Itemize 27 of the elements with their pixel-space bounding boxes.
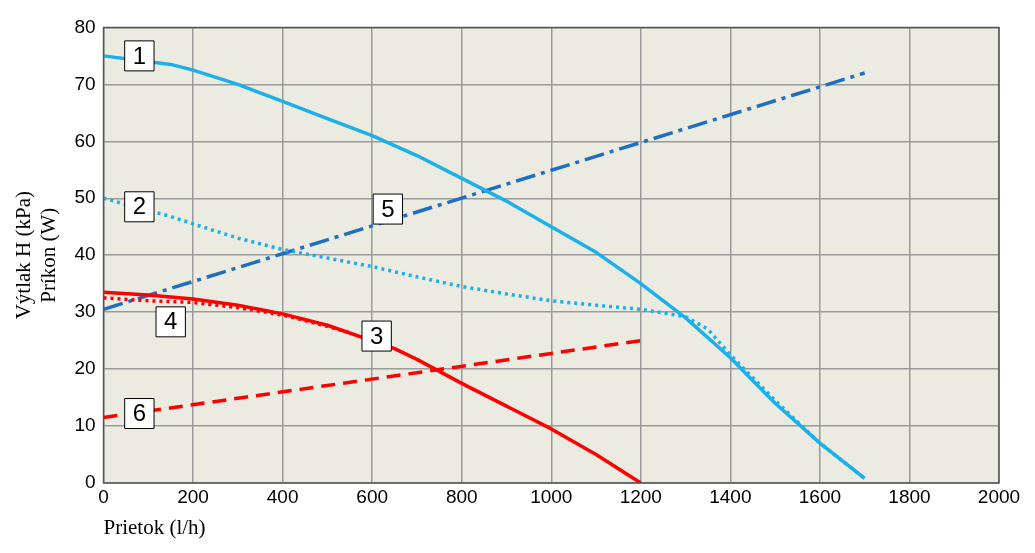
y-tick-label: 60 bbox=[74, 129, 96, 151]
y-tick-label: 20 bbox=[74, 357, 96, 379]
x-axis-title: Prietok (l/h) bbox=[103, 514, 206, 539]
y-tick-label: 80 bbox=[74, 15, 96, 37]
x-tick-label: 1000 bbox=[530, 485, 573, 507]
x-tick-label: 800 bbox=[445, 485, 478, 507]
y-tick-label: 50 bbox=[74, 186, 96, 208]
x-tick-label: 2000 bbox=[977, 485, 1021, 507]
x-tick-label: 400 bbox=[266, 485, 299, 507]
y-tick-label: 10 bbox=[74, 414, 96, 436]
annotation: 5 bbox=[381, 194, 395, 222]
annotation: 3 bbox=[369, 321, 384, 349]
x-tick-label: 1200 bbox=[619, 485, 662, 507]
x-tick-label: 1600 bbox=[798, 485, 842, 507]
y-tick-label: 0 bbox=[84, 471, 96, 493]
x-tick-label: 200 bbox=[177, 485, 209, 507]
y-axis-title: Výtlak H (kPa) Príkon (W) bbox=[11, 191, 61, 320]
x-tick-label: 1800 bbox=[888, 485, 931, 507]
annotation: 4 bbox=[164, 307, 178, 335]
annotation: 1 bbox=[132, 41, 147, 69]
annotation: 2 bbox=[132, 192, 147, 220]
y-tick-label: 70 bbox=[74, 72, 96, 94]
x-tick-label: 1400 bbox=[709, 485, 752, 507]
annotation: 6 bbox=[132, 399, 147, 427]
y-tick-label: 30 bbox=[74, 300, 96, 322]
y-tick-label: 40 bbox=[74, 243, 96, 265]
x-tick-label: 600 bbox=[356, 485, 389, 507]
